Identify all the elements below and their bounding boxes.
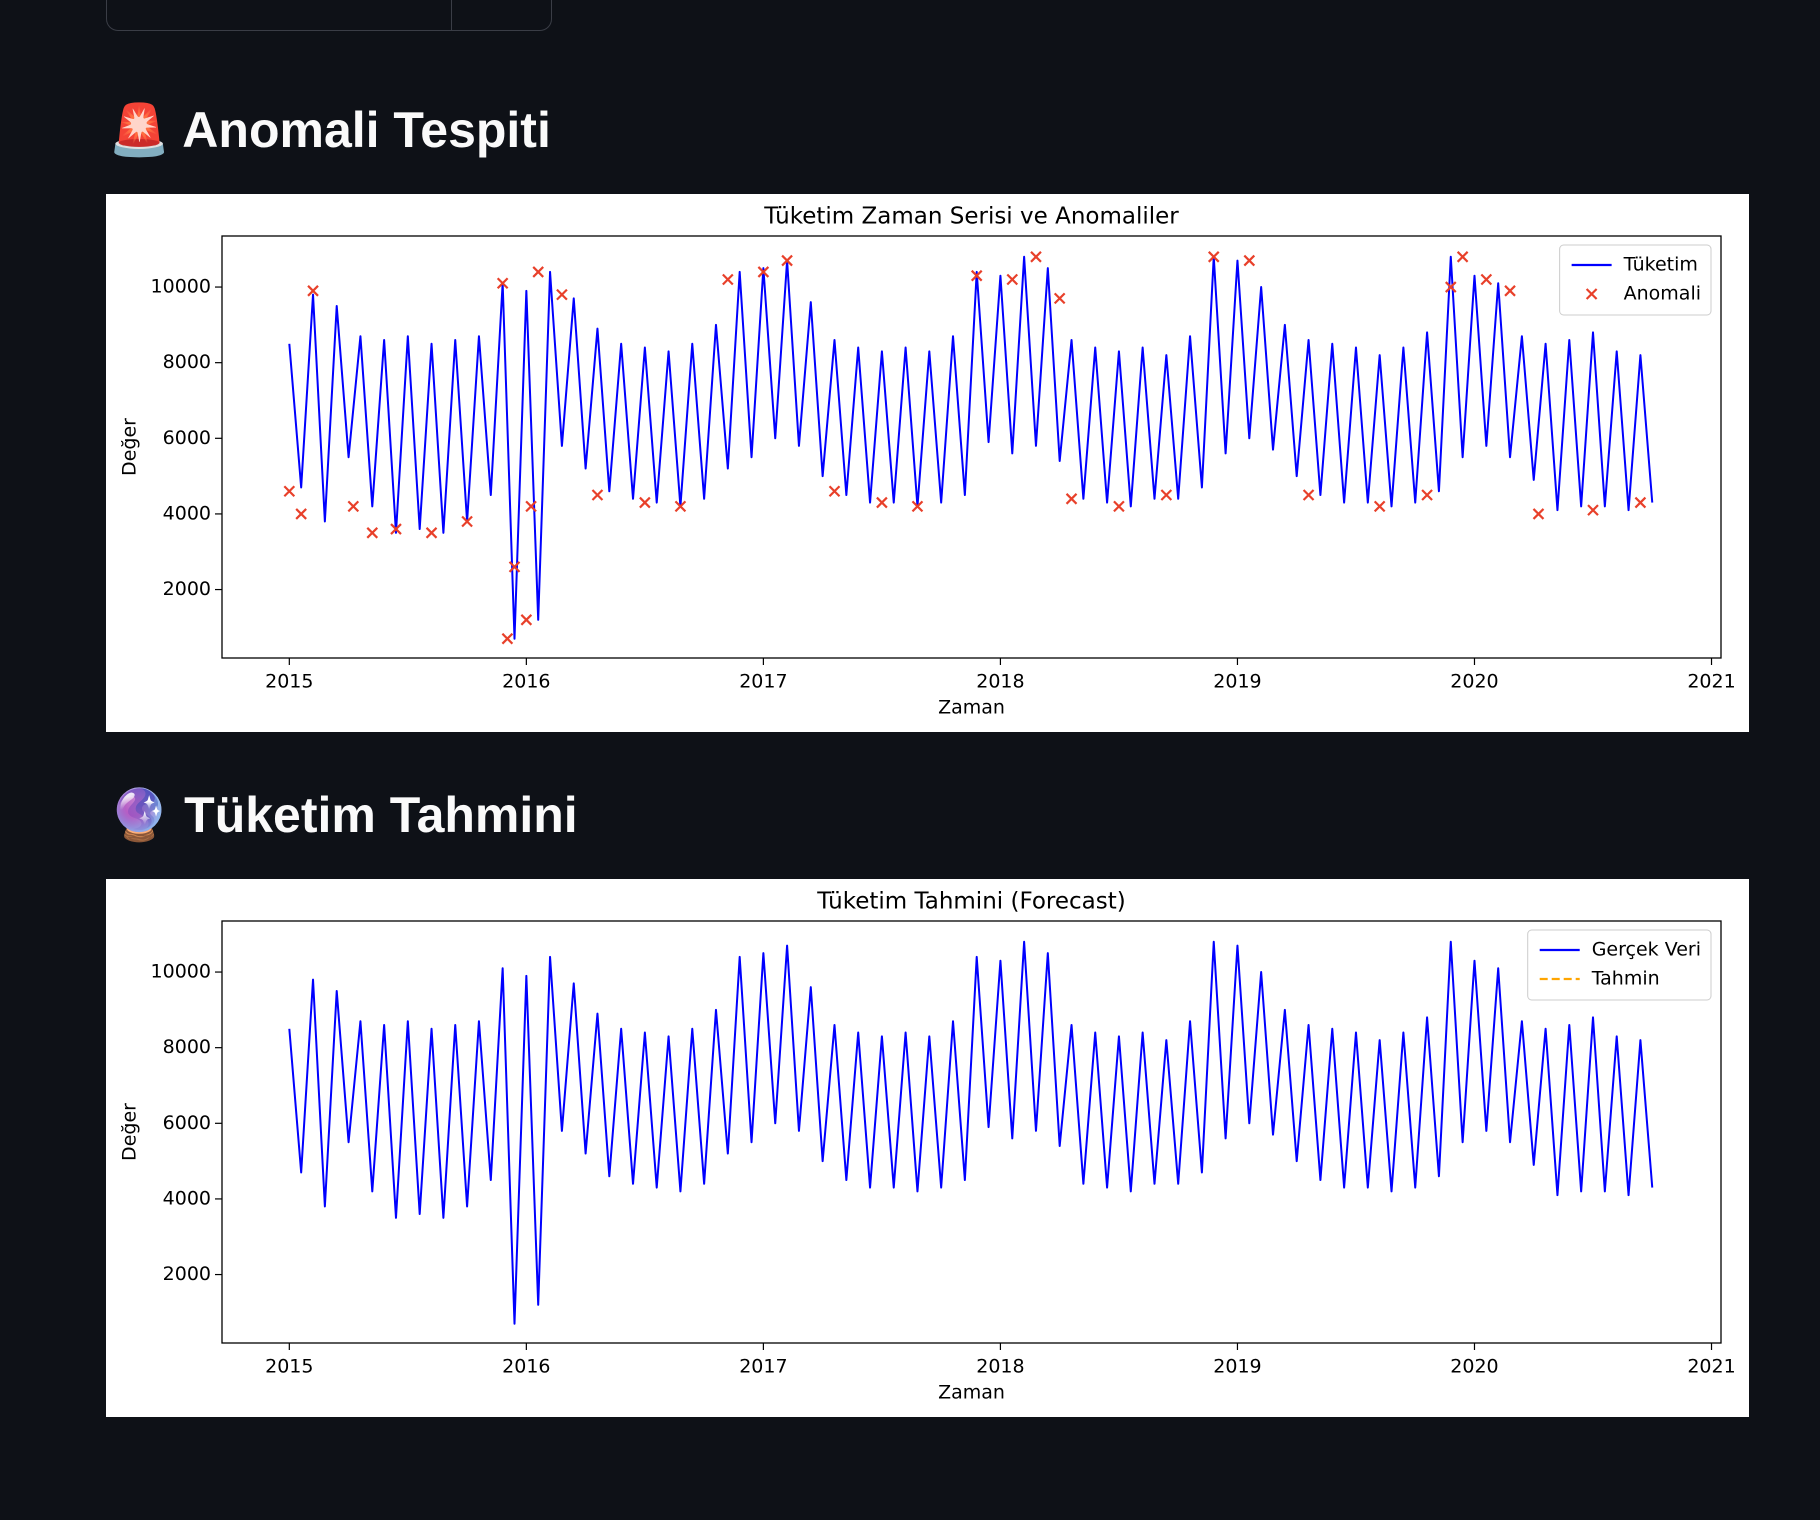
anomaly-marker [1504,285,1516,297]
anomaly-marker [1207,251,1220,263]
anomaly-marker [970,269,983,282]
legend: Tüketim Anomali [1559,244,1712,316]
anomaly-marker [461,515,473,528]
legend: Gerçek Veri Tahmin [1527,929,1712,1001]
anomaly-marker [1160,489,1173,501]
x-tick-label: 2020 [1450,1356,1498,1378]
chart-title: Tüketim Zaman Serisi ve Anomaliler [763,204,1179,230]
anomaly-marker [757,266,770,278]
anomaly-marker [496,277,509,290]
x-tick-label: 2018 [976,1356,1024,1378]
anomaly-marker [1587,504,1599,516]
anomaly-marker [501,632,514,645]
legend-marker [1585,288,1598,300]
section-heading: 🚨 Anomali Tespiti [108,102,551,158]
x-tick-label: 2016 [502,671,550,693]
anomaly-marker [591,489,604,501]
x-tick-label: 2019 [1213,1356,1261,1378]
anomaly-marker [1634,496,1647,509]
chart-image: Tüketim Tahmini (Forecast) Zaman Değer 2015… [106,879,1749,1417]
anomaly-marker [520,614,533,626]
axes-frame [221,920,1722,1344]
anomaly-marker [1113,500,1125,513]
legend-label: Gerçek Veri [1592,939,1701,961]
chart: Tüketim Tahmini (Forecast) Zaman Değer 2015… [119,889,1736,1404]
anomaly-marker [425,527,438,539]
anomaly-marker [532,266,544,278]
anomaly-marker [722,273,734,286]
axes-frame [221,235,1722,659]
anomaly-marker [366,527,379,539]
anomaly-marker [1532,508,1545,520]
x-axis-label: Zaman [938,697,1005,719]
anomaly-marker [1243,254,1256,267]
x-tick-label: 2018 [976,671,1024,693]
y-tick-label: 2000 [163,1263,211,1285]
anomaly-marker [508,561,521,573]
anomaly-marker [1053,292,1066,305]
x-tick-label: 2019 [1213,671,1261,693]
legend-label: Tahmin [1591,968,1660,990]
y-tick-label: 8000 [163,1036,211,1058]
series-line [288,940,1654,1325]
anomaly-marker [1302,489,1315,501]
anomaly-marker [1421,489,1433,501]
anomaly-marker [876,496,888,509]
y-tick-label: 10000 [151,276,211,298]
series-line [288,255,1654,640]
anomaly-marker [1445,281,1457,293]
y-tick-label: 4000 [163,1187,211,1209]
chart-title: Tüketim Tahmini (Forecast) [816,889,1126,915]
chart-image: Tüketim Zaman Serisi ve Anomaliler Zaman D… [106,194,1749,732]
x-tick-label: 2021 [1687,1356,1735,1378]
anomaly-marker [283,485,296,498]
x-tick-label: 2017 [739,1356,787,1378]
y-axis-label: Değer [119,418,141,476]
section-heading: 🔮 Tüketim Tahmini [108,787,578,843]
anomaly-marker [639,496,651,509]
y-tick-label: 4000 [163,502,211,524]
y-tick-label: 6000 [163,427,211,449]
divider [451,0,452,30]
anomaly-marker [390,523,402,535]
anomaly-marker [295,508,307,520]
anomaly-marker [1065,493,1078,505]
anomaly-marker [1456,251,1469,263]
y-axis-label: Değer [119,1103,141,1161]
y-tick-label: 2000 [163,578,211,600]
anomaly-marker [347,500,360,513]
anomaly-marker [674,500,687,513]
input-box [106,0,552,31]
x-axis-label: Zaman [938,1382,1005,1404]
legend-frame [1559,244,1712,316]
x-tick-label: 2017 [739,671,787,693]
anomaly-marker [1373,500,1386,513]
y-tick-label: 10000 [151,961,211,983]
anomaly-marker [1006,273,1019,286]
chart: Tüketim Zaman Serisi ve Anomaliler Zaman D… [119,204,1736,719]
anomaly-marker [828,485,841,498]
legend-label: Tüketim [1623,254,1698,276]
x-tick-label: 2021 [1687,671,1735,693]
legend-frame [1527,929,1712,1001]
legend-label: Anomali [1624,283,1701,305]
x-tick-label: 2015 [265,671,313,693]
y-tick-label: 6000 [163,1112,211,1134]
anomaly-marker [525,500,537,513]
anomaly-marker [556,288,568,301]
anomaly-marker [911,500,924,513]
anomaly-marker [1480,273,1493,286]
y-tick-label: 8000 [163,351,211,373]
anomaly-marker [1030,251,1042,263]
x-tick-label: 2015 [265,1356,313,1378]
anomaly-marker [307,285,319,297]
x-tick-label: 2016 [502,1356,550,1378]
x-tick-label: 2020 [1450,671,1498,693]
anomaly-marker [781,254,793,267]
